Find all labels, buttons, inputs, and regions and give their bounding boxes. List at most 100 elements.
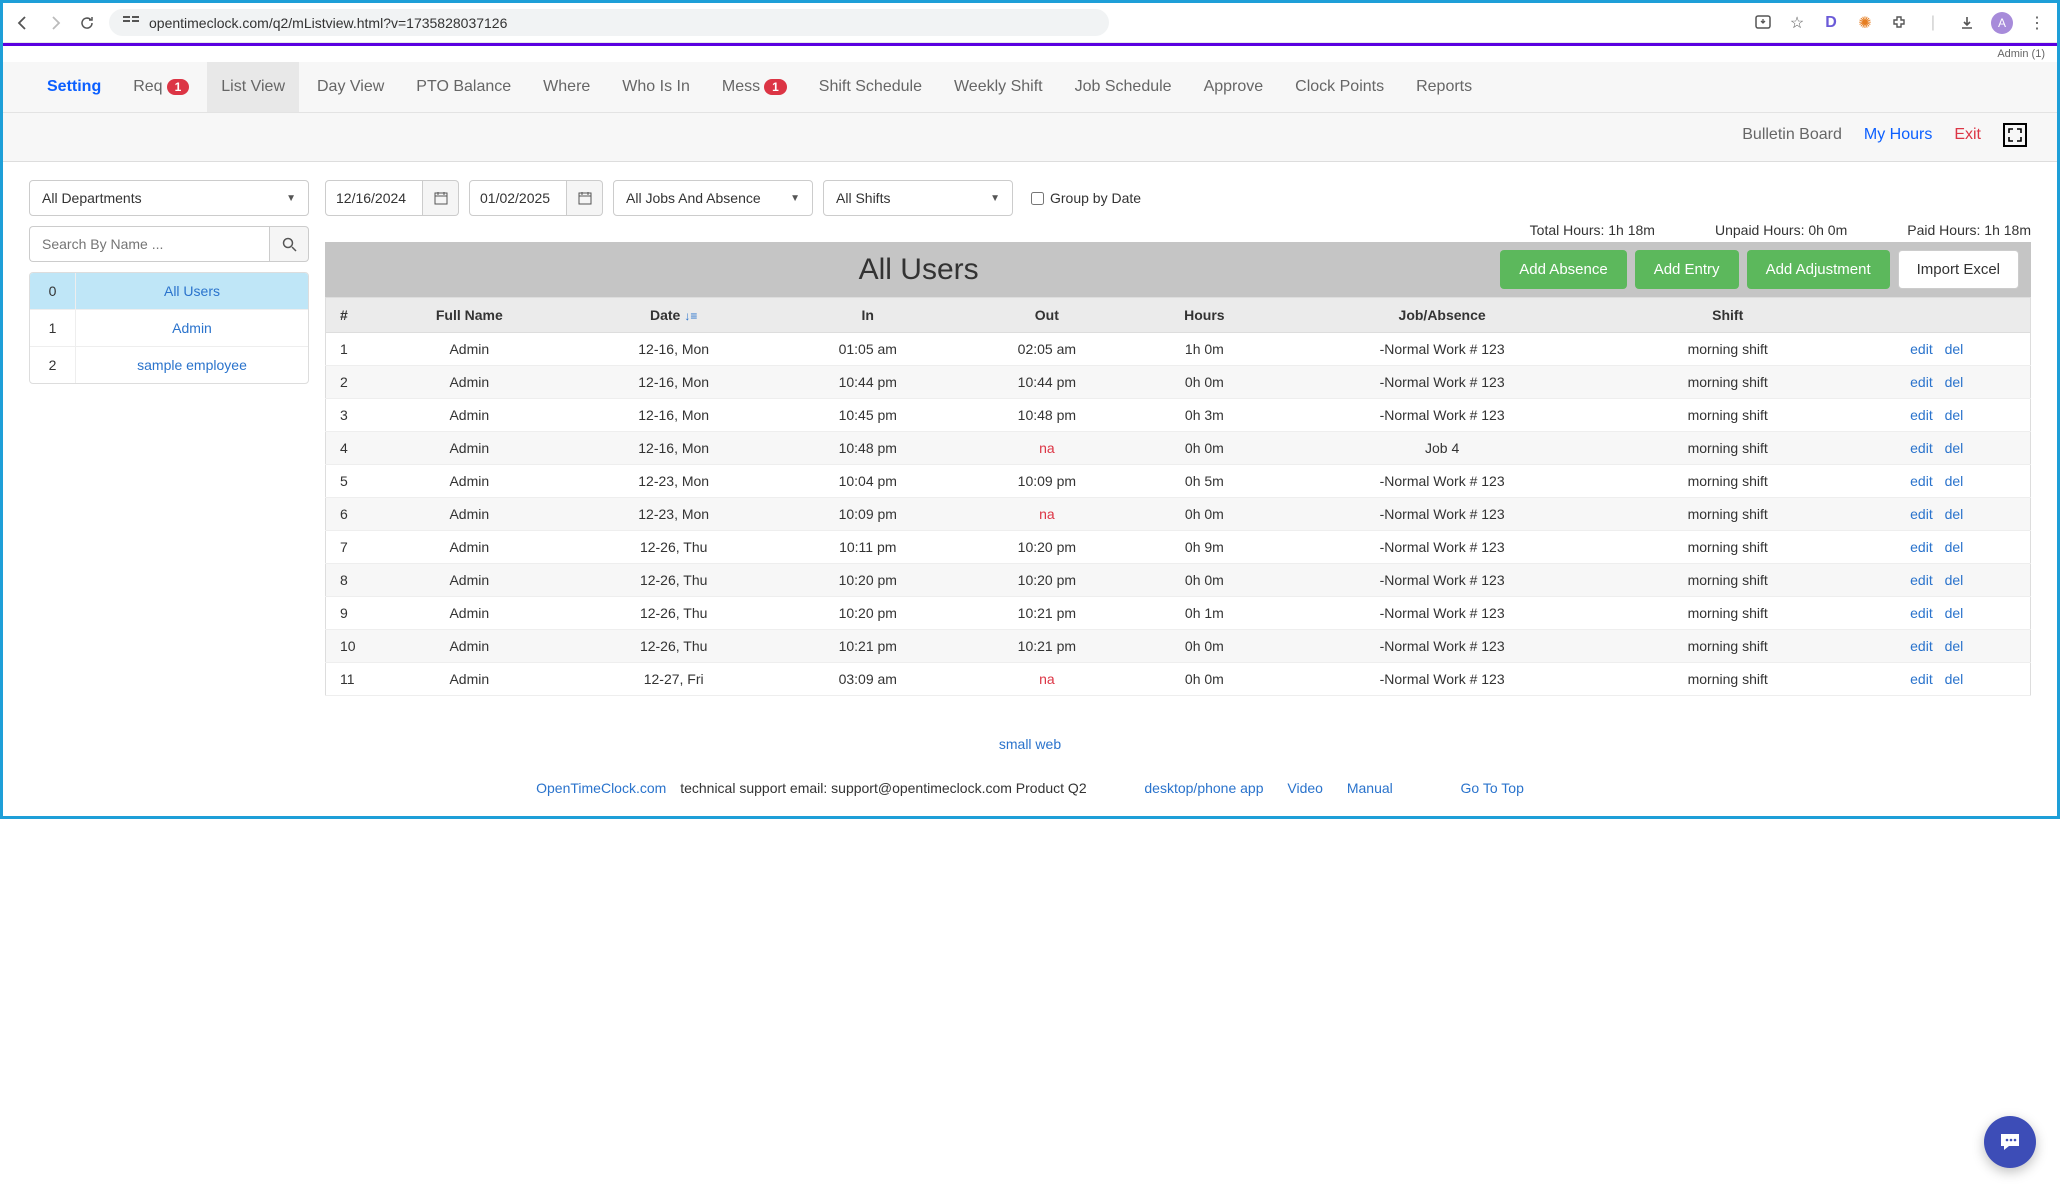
user-name[interactable]: sample employee <box>76 347 308 383</box>
edit-link[interactable]: edit <box>1906 539 1937 555</box>
install-icon[interactable] <box>1753 13 1773 33</box>
delete-link[interactable]: del <box>1941 374 1968 390</box>
delete-link[interactable]: del <box>1941 572 1968 588</box>
back-button[interactable] <box>13 13 33 33</box>
exit-link[interactable]: Exit <box>1954 126 1981 144</box>
add-absence-button[interactable]: Add Absence <box>1500 250 1626 289</box>
user-row[interactable]: 1Admin <box>30 310 308 347</box>
support-text: technical support email: support@opentim… <box>676 780 1086 796</box>
extension-d-icon[interactable]: D <box>1821 13 1841 33</box>
nav-tab-req[interactable]: Req1 <box>119 62 203 112</box>
delete-link[interactable]: del <box>1941 539 1968 555</box>
forward-button[interactable] <box>45 13 65 33</box>
cell: 6 <box>326 498 370 531</box>
date-to-input[interactable]: 01/02/2025 <box>469 180 567 216</box>
fullscreen-icon[interactable] <box>2003 123 2027 147</box>
download-icon[interactable] <box>1957 13 1977 33</box>
site-settings-icon[interactable] <box>123 14 139 31</box>
edit-link[interactable]: edit <box>1906 506 1937 522</box>
bookmark-icon[interactable]: ☆ <box>1787 13 1807 33</box>
nav-tab-setting[interactable]: Setting <box>33 62 115 112</box>
column-header[interactable]: In <box>778 298 957 333</box>
edit-link[interactable]: edit <box>1906 638 1937 654</box>
group-by-checkbox[interactable] <box>1031 192 1044 205</box>
user-row[interactable]: 0All Users <box>30 273 308 310</box>
nav-tab-reports[interactable]: Reports <box>1402 62 1486 112</box>
nav-tab-list-view[interactable]: List View <box>207 62 299 112</box>
column-header[interactable]: Hours <box>1136 298 1272 333</box>
jobs-select[interactable]: All Jobs And Absence ▼ <box>613 180 813 216</box>
delete-link[interactable]: del <box>1941 605 1968 621</box>
delete-link[interactable]: del <box>1941 440 1968 456</box>
nav-tab-job-schedule[interactable]: Job Schedule <box>1061 62 1186 112</box>
profile-avatar[interactable]: A <box>1991 12 2013 34</box>
chat-widget[interactable] <box>1984 1116 2036 1168</box>
date-to-picker-button[interactable] <box>567 180 603 216</box>
nav-tab-clock-points[interactable]: Clock Points <box>1281 62 1398 112</box>
column-header[interactable]: Out <box>957 298 1136 333</box>
edit-link[interactable]: edit <box>1906 374 1937 390</box>
kebab-menu-icon[interactable]: ⋮ <box>2027 13 2047 33</box>
cell: morning shift <box>1612 498 1844 531</box>
nav-tab-shift-schedule[interactable]: Shift Schedule <box>805 62 936 112</box>
nav-tab-who-is-in[interactable]: Who Is In <box>608 62 704 112</box>
user-name[interactable]: All Users <box>76 273 308 309</box>
edit-link[interactable]: edit <box>1906 473 1937 489</box>
edit-link[interactable]: edit <box>1906 605 1937 621</box>
nav-tab-weekly-shift[interactable]: Weekly Shift <box>940 62 1057 112</box>
nav-tab-pto-balance[interactable]: PTO Balance <box>402 62 525 112</box>
search-button[interactable] <box>269 226 309 262</box>
shifts-select[interactable]: All Shifts ▼ <box>823 180 1013 216</box>
add-adjustment-button[interactable]: Add Adjustment <box>1747 250 1890 289</box>
nav-tab-where[interactable]: Where <box>529 62 604 112</box>
department-select[interactable]: All Departments ▼ <box>29 180 309 216</box>
add-entry-button[interactable]: Add Entry <box>1635 250 1739 289</box>
edit-link[interactable]: edit <box>1906 572 1937 588</box>
reload-button[interactable] <box>77 13 97 33</box>
edit-link[interactable]: edit <box>1906 341 1937 357</box>
brand-link[interactable]: OpenTimeClock.com <box>536 780 666 796</box>
video-link[interactable]: Video <box>1287 780 1323 796</box>
column-header[interactable]: Shift <box>1612 298 1844 333</box>
cell: 01:05 am <box>778 333 957 366</box>
search-input[interactable] <box>29 226 269 262</box>
extensions-icon[interactable] <box>1889 13 1909 33</box>
column-header[interactable]: Full Name <box>370 298 570 333</box>
edit-link[interactable]: edit <box>1906 440 1937 456</box>
user-list: 0All Users1Admin2sample employee <box>29 272 309 384</box>
paid-hours: Paid Hours: 1h 18m <box>1907 222 2031 238</box>
delete-link[interactable]: del <box>1941 506 1968 522</box>
date-from-input[interactable]: 12/16/2024 <box>325 180 423 216</box>
delete-link[interactable]: del <box>1941 341 1968 357</box>
delete-link[interactable]: del <box>1941 638 1968 654</box>
delete-link[interactable]: del <box>1941 671 1968 687</box>
url-bar[interactable]: opentimeclock.com/q2/mListview.html?v=17… <box>109 9 1109 36</box>
column-header[interactable] <box>1843 298 2030 333</box>
delete-link[interactable]: del <box>1941 473 1968 489</box>
bulletin-link[interactable]: Bulletin Board <box>1742 126 1842 144</box>
date-from-picker-button[interactable] <box>423 180 459 216</box>
nav-tab-mess[interactable]: Mess1 <box>708 62 801 112</box>
column-header[interactable]: Date↓≡ <box>569 298 778 333</box>
user-name[interactable]: Admin <box>76 310 308 346</box>
nav-tab-day-view[interactable]: Day View <box>303 62 398 112</box>
delete-link[interactable]: del <box>1941 407 1968 423</box>
desktop-app-link[interactable]: desktop/phone app <box>1144 780 1263 796</box>
cell: -Normal Work # 123 <box>1272 630 1612 663</box>
manual-link[interactable]: Manual <box>1347 780 1393 796</box>
import-excel-button[interactable]: Import Excel <box>1898 250 2019 289</box>
small-web-link[interactable]: small web <box>999 736 1061 752</box>
column-header[interactable]: # <box>326 298 370 333</box>
cell: 03:09 am <box>778 663 957 696</box>
edit-link[interactable]: edit <box>1906 671 1937 687</box>
group-by-date[interactable]: Group by Date <box>1031 190 1141 206</box>
extension-gear-icon[interactable]: ✺ <box>1855 13 1875 33</box>
edit-link[interactable]: edit <box>1906 407 1937 423</box>
myhours-link[interactable]: My Hours <box>1864 126 1932 144</box>
table-row: 8Admin12-26, Thu10:20 pm10:20 pm0h 0m-No… <box>326 564 2031 597</box>
column-header[interactable]: Job/Absence <box>1272 298 1612 333</box>
go-to-top-link[interactable]: Go To Top <box>1461 780 1524 796</box>
cell: 0h 0m <box>1136 366 1272 399</box>
user-row[interactable]: 2sample employee <box>30 347 308 383</box>
nav-tab-approve[interactable]: Approve <box>1190 62 1278 112</box>
